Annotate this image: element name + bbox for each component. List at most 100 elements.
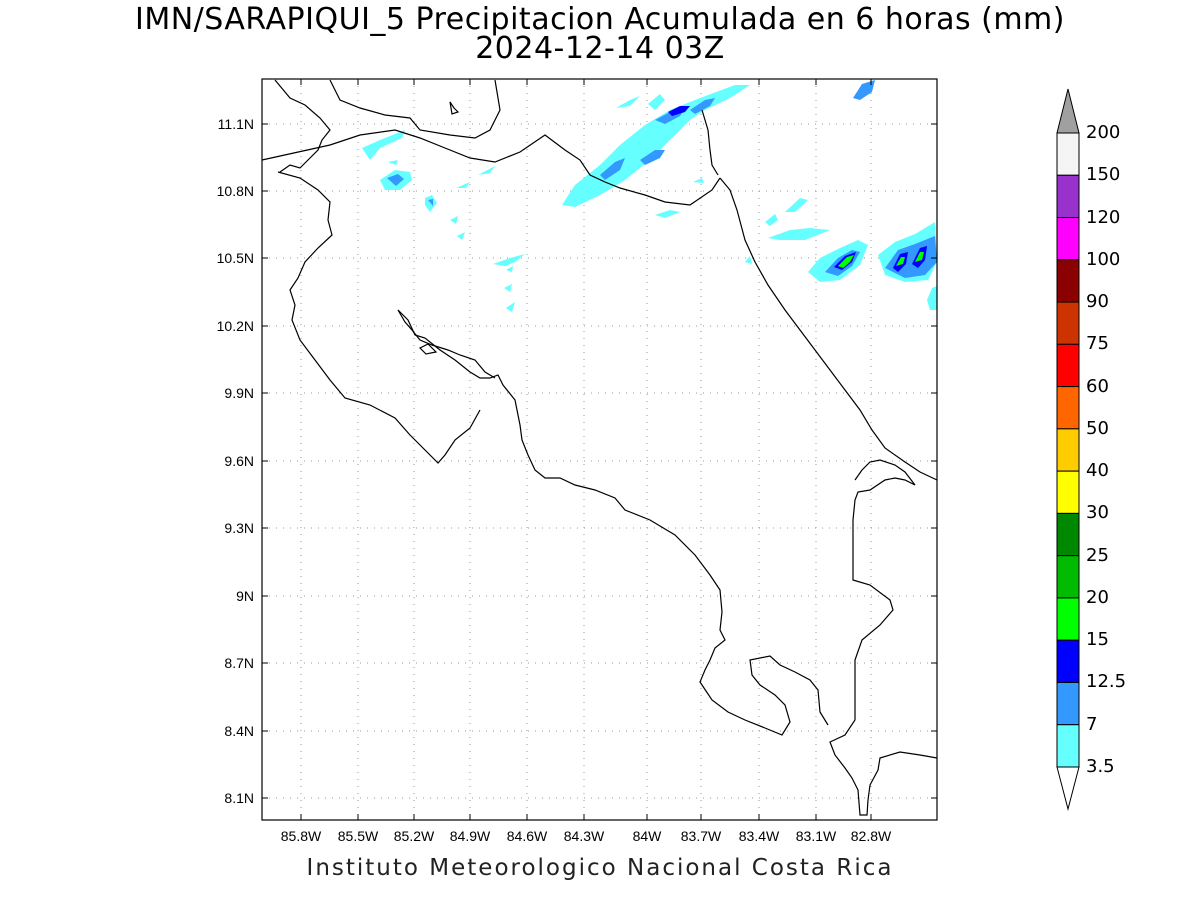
colorbar-segment	[1056, 259, 1080, 303]
colorbar-segment	[1056, 132, 1080, 176]
precip-patch	[478, 166, 495, 175]
colorbar-label: 20	[1086, 586, 1109, 608]
colorbar-label: 7	[1086, 713, 1098, 735]
precip-patch	[915, 252, 924, 262]
colorbar-label: 12.5	[1086, 671, 1127, 693]
lon-label: 84.6W	[506, 828, 548, 844]
lat-label: 9.3N	[224, 520, 254, 536]
nicaragua-border	[261, 129, 721, 206]
precip-patch	[493, 254, 525, 266]
axis-ticks	[262, 79, 937, 820]
colorbar-segment	[1056, 217, 1080, 261]
precip-patch	[506, 302, 515, 312]
footer-credit: Instituto Meteorologico Nacional Costa R…	[306, 855, 894, 881]
lon-label: 85.5W	[337, 828, 379, 844]
colorbar-segment	[1056, 512, 1080, 557]
map-frame	[261, 78, 938, 821]
colorbar-label: 30	[1086, 502, 1109, 524]
colorbar-segment	[1056, 639, 1080, 683]
lon-label: 84.3W	[563, 828, 605, 844]
island-outline	[449, 101, 460, 115]
colorbar-label: 90	[1086, 291, 1109, 313]
colorbar-label: 25	[1086, 544, 1109, 566]
colorbar-segment	[1056, 301, 1080, 345]
colorbar-lower-arrow	[1056, 766, 1080, 811]
lake-nicaragua	[329, 79, 501, 139]
colorbar-label: 100	[1086, 248, 1121, 270]
colorbar-segment	[1056, 724, 1080, 768]
colorbar-label: 200	[1086, 122, 1121, 143]
lat-label: 8.4N	[224, 723, 254, 739]
lon-label: 84W	[632, 828, 662, 844]
colorbar-label: 50	[1086, 417, 1109, 439]
precip-patch	[456, 182, 470, 188]
precip-patch	[428, 199, 433, 206]
lat-label: 10.8N	[216, 183, 254, 199]
precip-patch	[504, 284, 512, 292]
grid-lines	[262, 79, 937, 820]
colorbar-segment	[1056, 386, 1080, 430]
colorbar-segment	[1056, 343, 1080, 388]
lat-label: 10.2N	[216, 318, 254, 334]
lon-label: 85.8W	[280, 828, 322, 844]
gulf-of-nicoya	[397, 309, 829, 736]
lat-label: 9.6N	[224, 453, 254, 469]
precip-patch	[668, 106, 690, 116]
precip-patch	[388, 160, 398, 165]
precip-patch	[693, 178, 704, 183]
caribbean-coast	[719, 177, 938, 481]
precip-patch	[506, 266, 513, 272]
precip-patch	[655, 210, 680, 218]
precipitation-field	[362, 80, 937, 312]
lon-label: 84.9W	[449, 828, 491, 844]
precip-patch	[362, 130, 405, 160]
nicaragua-lake-shore	[274, 79, 331, 173]
colorbar-segment	[1056, 470, 1080, 514]
precip-patch	[387, 174, 404, 186]
precip-patch	[838, 255, 854, 268]
precip-patch	[690, 98, 715, 114]
panama-border	[829, 459, 938, 816]
map-timestamp: 2024-12-14 03Z	[475, 31, 725, 66]
colorbar-segment	[1056, 428, 1080, 472]
lon-label: 83.1W	[795, 828, 837, 844]
map-title: IMN/SARAPIQUI_5 Precipitacion Acumulada …	[135, 2, 1065, 37]
lat-label: 8.7N	[224, 655, 254, 671]
nicoya-inner	[397, 309, 496, 379]
precip-patch	[927, 286, 937, 310]
precip-patch	[616, 96, 640, 108]
pacific-coast-north	[277, 171, 481, 464]
colorbar	[1056, 88, 1080, 811]
colorbar-label: 75	[1086, 333, 1109, 355]
precip-patch	[450, 216, 458, 224]
precip-patch	[745, 256, 752, 264]
nw-border	[701, 109, 719, 176]
lon-label: 83.7W	[680, 828, 722, 844]
precip-patch	[648, 94, 665, 110]
colorbar-label: 40	[1086, 460, 1109, 482]
colorbar-segment	[1056, 174, 1080, 219]
colorbar-label: 15	[1086, 629, 1109, 651]
lat-label: 10.5N	[216, 250, 254, 266]
lat-label: 9N	[236, 588, 254, 604]
colorbar-segment	[1056, 681, 1080, 726]
nicoya-small-island	[418, 343, 438, 355]
precip-patch	[853, 80, 875, 100]
precip-patch	[765, 214, 778, 226]
coastlines	[261, 79, 938, 816]
lat-label: 9.9N	[224, 385, 254, 401]
lon-label: 82.8W	[850, 828, 892, 844]
lon-label: 85.2W	[393, 828, 435, 844]
colorbar-label: 60	[1086, 375, 1109, 397]
colorbar-segment	[1056, 597, 1080, 641]
lat-label: 8.1N	[224, 790, 254, 806]
colorbar-label: 150	[1086, 164, 1121, 186]
precip-patch	[768, 228, 830, 240]
precip-patch	[896, 257, 905, 266]
precip-patch	[457, 232, 465, 240]
colorbar-segment	[1056, 555, 1080, 599]
precip-patch	[600, 158, 625, 180]
colorbar-upper-arrow	[1056, 88, 1080, 134]
colorbar-label: 120	[1086, 206, 1121, 228]
